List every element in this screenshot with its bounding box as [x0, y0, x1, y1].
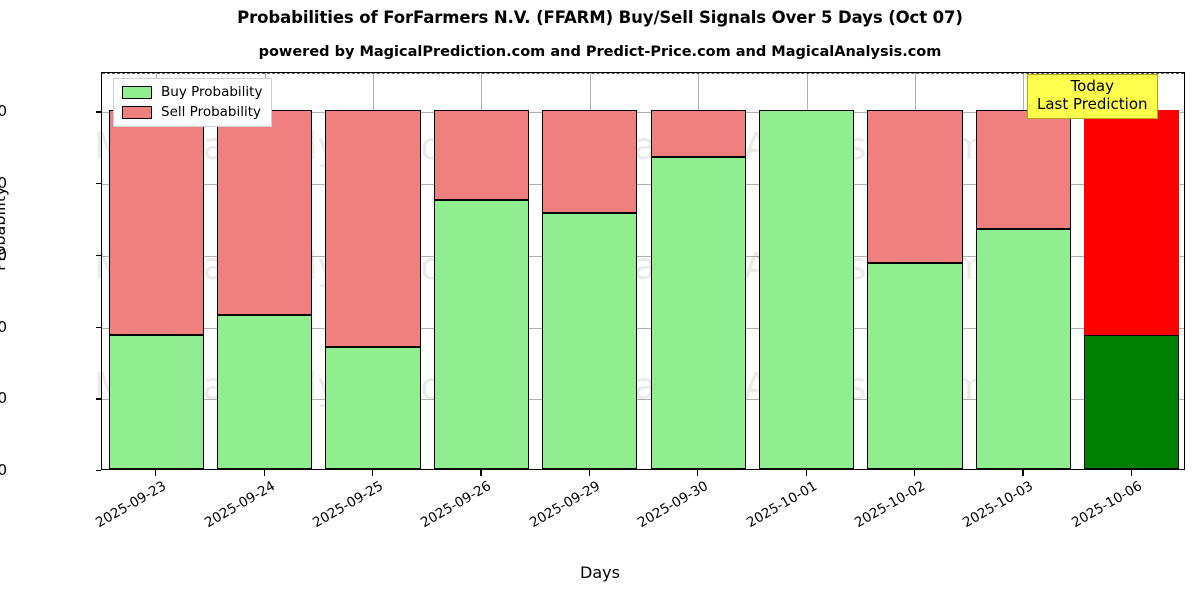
today-last-prediction-annotation: Today Last Prediction — [1027, 74, 1158, 120]
bar-segment-buy[interactable] — [975, 228, 1072, 469]
x-tick-mark — [697, 470, 699, 476]
bar-segment-sell[interactable] — [325, 110, 421, 348]
bar-segment-sell[interactable] — [108, 110, 204, 335]
x-tick-label: 2025-10-01 — [743, 478, 820, 532]
last-prediction-label: Last Prediction — [1037, 94, 1148, 113]
bar-group[interactable] — [542, 71, 638, 469]
x-tick-label: 2025-09-26 — [418, 478, 495, 532]
y-tick-mark — [96, 111, 101, 113]
bar-segment-buy[interactable] — [1084, 334, 1180, 469]
bar-segment-sell[interactable] — [975, 110, 1072, 229]
x-tick-mark — [1022, 470, 1024, 476]
x-tick-mark — [263, 470, 265, 476]
y-tick-mark — [96, 326, 101, 328]
bar-segment-sell[interactable] — [216, 110, 313, 315]
chart-subtitle: powered by MagicalPrediction.com and Pre… — [258, 44, 942, 60]
bar-segment-buy[interactable] — [758, 110, 855, 469]
legend-item[interactable]: Buy Probability — [122, 84, 262, 100]
bar-segment-sell[interactable] — [650, 110, 746, 158]
x-axis-label: Days — [580, 563, 620, 582]
bar-group[interactable] — [1084, 71, 1180, 469]
gridline-y-40 — [102, 327, 1184, 329]
x-tick-mark — [480, 470, 482, 476]
y-tick-mark — [96, 398, 101, 400]
bar-segment-buy[interactable] — [542, 213, 638, 469]
gridline-y-80 — [102, 184, 1184, 186]
bar-segment-sell[interactable] — [867, 110, 963, 264]
x-tick-mark — [588, 470, 591, 476]
x-tick-mark — [805, 470, 807, 476]
x-tick-label: 2025-10-03 — [960, 478, 1037, 532]
x-tick-label: 2025-09-30 — [635, 478, 712, 532]
bar-group[interactable] — [867, 71, 963, 469]
y-tick-label: 80 — [0, 174, 7, 193]
x-tick-label: 2025-09-29 — [526, 478, 603, 532]
bar-group[interactable] — [433, 71, 530, 469]
y-tick-mark — [96, 183, 101, 185]
bar-group[interactable] — [216, 71, 313, 469]
bar-group[interactable] — [758, 71, 855, 469]
gridline-y-100 — [102, 112, 1184, 114]
gridline-y-60 — [102, 255, 1184, 257]
x-tick-mark — [914, 470, 916, 476]
bar-segment-sell[interactable] — [1084, 110, 1180, 335]
legend-swatch — [122, 105, 152, 119]
x-tick-label: 2025-09-24 — [201, 478, 278, 532]
x-tick-label: 2025-10-02 — [852, 478, 928, 532]
bar-segment-buy[interactable] — [867, 263, 963, 469]
bar-segment-sell[interactable] — [433, 110, 530, 201]
gridline-y-20 — [102, 399, 1184, 401]
x-tick-mark — [372, 470, 374, 476]
y-tick-label: 60 — [0, 245, 7, 264]
bar-segment-buy[interactable] — [216, 314, 313, 469]
legend-label: Sell Probability — [161, 104, 262, 120]
page-title: Probabilities of ForFarmers N.V. (FFARM)… — [237, 8, 963, 27]
bar-segment-buy[interactable] — [325, 347, 421, 469]
y-tick-label: 0 — [0, 461, 7, 479]
x-tick-label: 2025-09-25 — [310, 478, 386, 532]
legend-label: Buy Probability — [161, 84, 263, 100]
bar-segment-buy[interactable] — [433, 200, 530, 469]
x-tick-mark — [155, 470, 157, 476]
bar-segment-sell[interactable] — [542, 110, 638, 213]
today-label: Today — [1070, 77, 1114, 95]
y-tick-mark — [96, 470, 101, 472]
threshold-dashed-line — [102, 73, 1184, 74]
bar-group[interactable] — [975, 71, 1072, 469]
x-tick-label: 2025-09-23 — [93, 478, 170, 532]
plot-area: MagicalAnalysis.comMagicalAnalysis.comMa… — [94, 71, 1185, 470]
y-tick-mark — [96, 254, 101, 257]
y-tick-label: 100 — [0, 102, 7, 121]
chart-legend: Buy Probability Sell Probability — [113, 78, 273, 127]
legend-swatch — [122, 85, 152, 99]
y-tick-label: 40 — [0, 317, 7, 336]
x-tick-label: 2025-10-06 — [1068, 478, 1145, 532]
bar-segment-buy[interactable] — [650, 157, 746, 469]
legend-item[interactable]: Sell Probability — [122, 104, 262, 120]
bar-segment-buy[interactable] — [108, 334, 204, 469]
bar-group[interactable] — [325, 71, 421, 469]
x-tick-mark — [1130, 470, 1133, 476]
bar-group[interactable] — [108, 71, 204, 469]
y-tick-label: 20 — [0, 389, 7, 408]
bar-group[interactable] — [650, 71, 746, 469]
